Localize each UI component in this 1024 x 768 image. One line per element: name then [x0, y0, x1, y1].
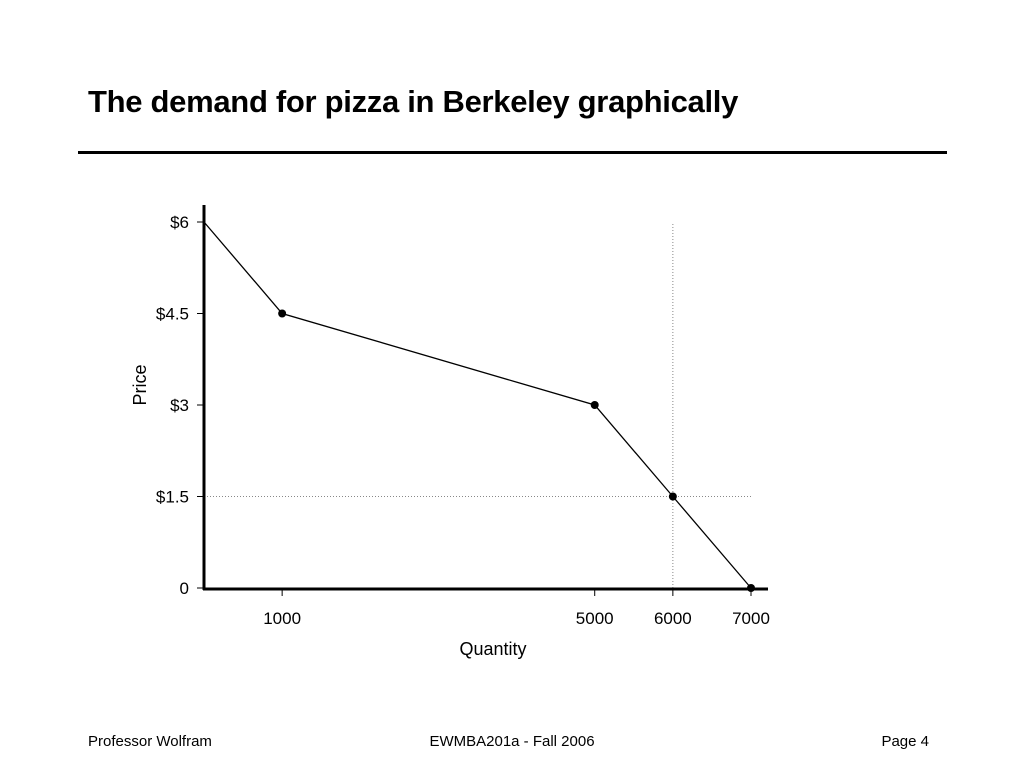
footer-author: Professor Wolfram: [88, 733, 212, 750]
y-tick-label: $1.5: [156, 488, 189, 507]
demand-curve: [203, 221, 752, 589]
slide-title: The demand for pizza in Berkeley graphic…: [88, 84, 739, 119]
data-points: [278, 309, 755, 592]
axes: [202, 205, 768, 591]
x-tick-label: 6000: [654, 609, 692, 628]
data-point: [278, 309, 287, 318]
data-point: [747, 584, 755, 592]
x-tick-label: 7000: [732, 609, 770, 628]
y-axis-label: Price: [130, 364, 150, 405]
demand-line: [203, 221, 752, 589]
title-divider: [78, 151, 947, 154]
x-tick-label: 1000: [263, 609, 301, 628]
data-point: [590, 401, 599, 409]
y-tick-label: $3: [170, 396, 189, 415]
footer-page-number: Page 4: [881, 733, 929, 750]
data-point: [668, 492, 677, 501]
tick-labels: 0 $1.5 $3 $4.5 $6 1000 5000 6000 7000: [156, 213, 770, 628]
footer-course: EWMBA201a - Fall 2006: [429, 733, 595, 750]
reference-lines: [204, 223, 751, 588]
x-axis-label: Quantity: [459, 639, 526, 659]
y-tick-label: 0: [180, 579, 189, 598]
y-tick-label: $6: [170, 213, 189, 232]
x-tick-label: 5000: [576, 609, 614, 628]
axis-labels: Quantity Price: [130, 364, 527, 659]
y-tick-label: $4.5: [156, 305, 189, 324]
